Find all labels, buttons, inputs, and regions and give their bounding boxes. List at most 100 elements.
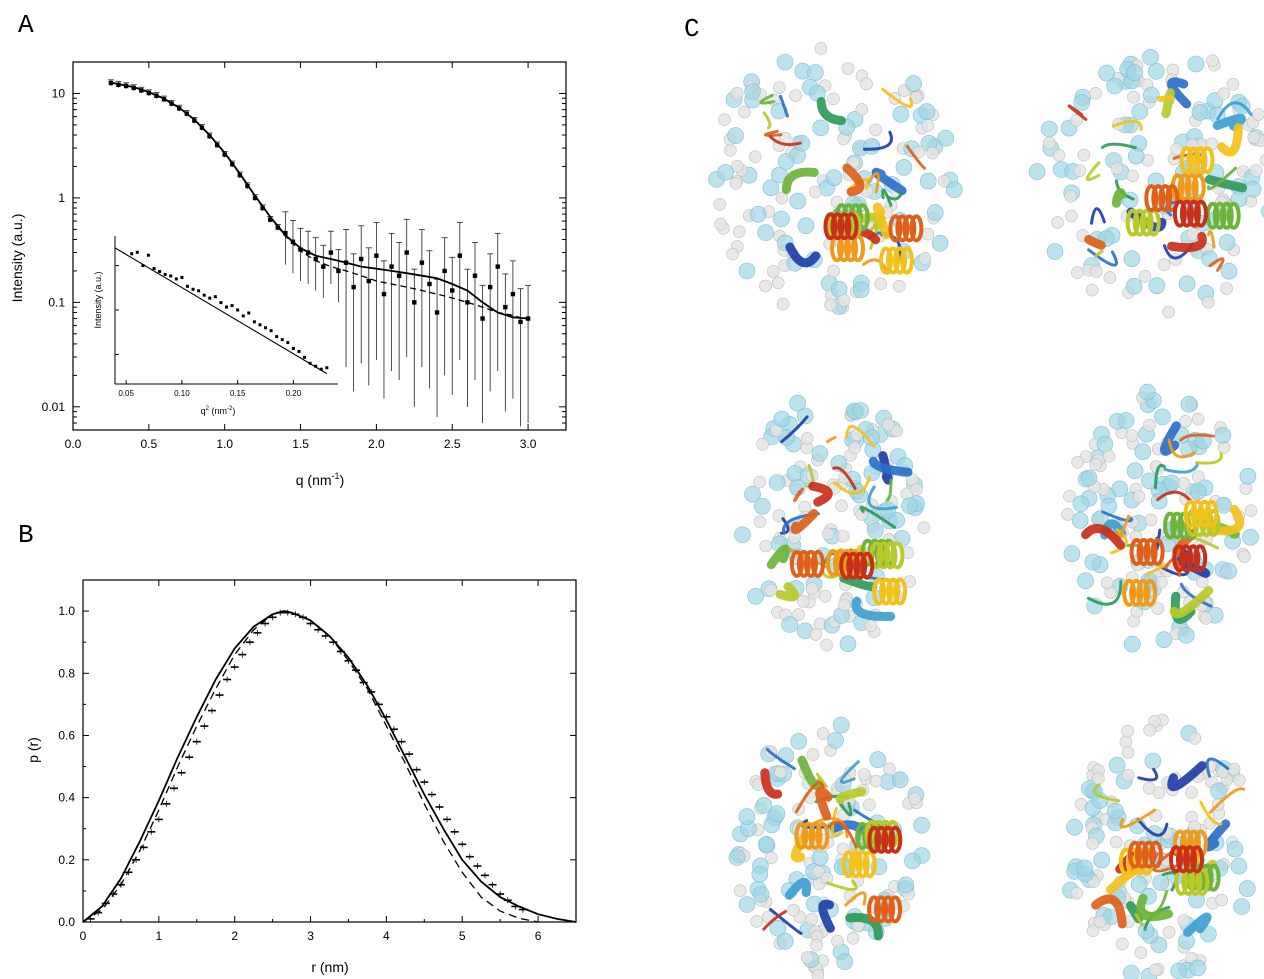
- bead: [759, 539, 773, 553]
- helix-turn: [888, 214, 903, 243]
- ribbon-segment: [1167, 231, 1207, 253]
- bead: [792, 608, 805, 621]
- inset-data-point: [185, 284, 189, 288]
- y-axis-label: p (r): [25, 737, 41, 763]
- inset-x-tick-label: 0.20: [286, 389, 302, 398]
- bead: [1155, 631, 1173, 649]
- bead: [773, 210, 790, 228]
- ribbon-segment: [1169, 586, 1214, 619]
- ribbon-segment: [859, 505, 897, 529]
- inset-fit-line: [114, 247, 328, 375]
- dashed-fit-line: [109, 81, 529, 321]
- bead: [869, 751, 887, 768]
- helix-turn: [1129, 538, 1144, 566]
- helix-turn: [1184, 173, 1199, 202]
- y-tick-label: 0.4: [58, 791, 75, 805]
- data-point: [419, 260, 425, 265]
- bead: [848, 441, 861, 455]
- inset-data-point: [146, 253, 150, 257]
- bead: [1214, 426, 1232, 444]
- panel-c-label: C: [684, 14, 700, 44]
- ribbon-segment: [1094, 250, 1104, 258]
- bead: [1125, 277, 1143, 295]
- ribbon-segment: [832, 466, 857, 490]
- data-point: [518, 319, 523, 325]
- bead: [1238, 550, 1251, 563]
- bead: [1110, 162, 1124, 175]
- ribbon-segment: [815, 786, 833, 821]
- data-point: [222, 152, 227, 157]
- ribbon-segment: [816, 97, 847, 126]
- helix-turn: [1136, 578, 1151, 607]
- bead: [1206, 54, 1219, 68]
- bead: [1148, 963, 1162, 977]
- x-tick-label: 0.5: [141, 437, 158, 451]
- data-point: [389, 264, 394, 269]
- bead: [1210, 782, 1227, 800]
- data-point: [336, 268, 341, 274]
- ribbon-segment: [826, 820, 858, 849]
- bead: [1144, 752, 1162, 770]
- ribbon-segment: [1194, 452, 1223, 465]
- inset-data-point: [135, 250, 139, 254]
- bead: [904, 852, 921, 870]
- structure-view: [708, 42, 963, 315]
- bead: [827, 732, 844, 749]
- ribbon-segment: [1134, 913, 1144, 927]
- inset-data-point: [286, 341, 290, 345]
- bead: [775, 191, 789, 205]
- ribbon-segment: [1067, 104, 1088, 121]
- bead: [824, 298, 837, 312]
- ribbon-segment: [760, 768, 783, 799]
- inset-x-axis-label: q2 (nm-2): [201, 406, 236, 416]
- data-point: [427, 281, 432, 287]
- helix-turn: [853, 551, 868, 580]
- ribbon-segment: [763, 129, 783, 137]
- ribbon-segment: [1093, 783, 1121, 803]
- data-point: [366, 278, 371, 284]
- ribbon-segment: [1183, 912, 1212, 937]
- bead: [1186, 228, 1199, 241]
- bead: [1244, 180, 1262, 198]
- ribbon-segment: [1154, 463, 1167, 490]
- bead: [869, 123, 882, 137]
- bead: [796, 594, 810, 608]
- inset-data-point: [197, 289, 201, 293]
- x-axis-label: r (nm): [311, 959, 348, 975]
- bead: [773, 81, 786, 94]
- ribbon-segment: [905, 144, 926, 170]
- ribbon-segment: [793, 487, 804, 503]
- inset-data-point: [152, 267, 156, 271]
- helix-turn: [881, 895, 896, 924]
- bead: [891, 771, 909, 789]
- bead: [827, 92, 840, 106]
- inset-data-point: [174, 277, 178, 281]
- bead: [1177, 914, 1191, 927]
- data-point: [510, 291, 516, 297]
- y-tick-label: 1.0: [58, 604, 75, 618]
- bead: [1111, 480, 1129, 498]
- helix-turn: [1197, 499, 1212, 528]
- y-tick-label: 0.2: [58, 853, 75, 867]
- helix-turn: [1134, 840, 1149, 869]
- bead: [811, 445, 829, 462]
- bead: [883, 762, 896, 776]
- data-point: [298, 247, 303, 252]
- data-point: [503, 304, 508, 310]
- helix-turn: [1143, 538, 1158, 566]
- bead: [1071, 266, 1084, 279]
- bead: [1028, 163, 1046, 180]
- helix-turn: [823, 212, 838, 241]
- ribbon-segment: [886, 478, 893, 502]
- bead: [1139, 383, 1156, 401]
- bead: [811, 969, 825, 979]
- helix-turn: [1193, 544, 1208, 573]
- helix-turn: [844, 212, 859, 241]
- inset-data-point: [308, 361, 312, 365]
- ribbon-segment: [878, 451, 893, 485]
- bead: [765, 851, 778, 865]
- x-tick-label: 0: [80, 929, 87, 943]
- bead: [918, 252, 932, 265]
- bead: [1117, 412, 1135, 429]
- bead: [1072, 495, 1090, 513]
